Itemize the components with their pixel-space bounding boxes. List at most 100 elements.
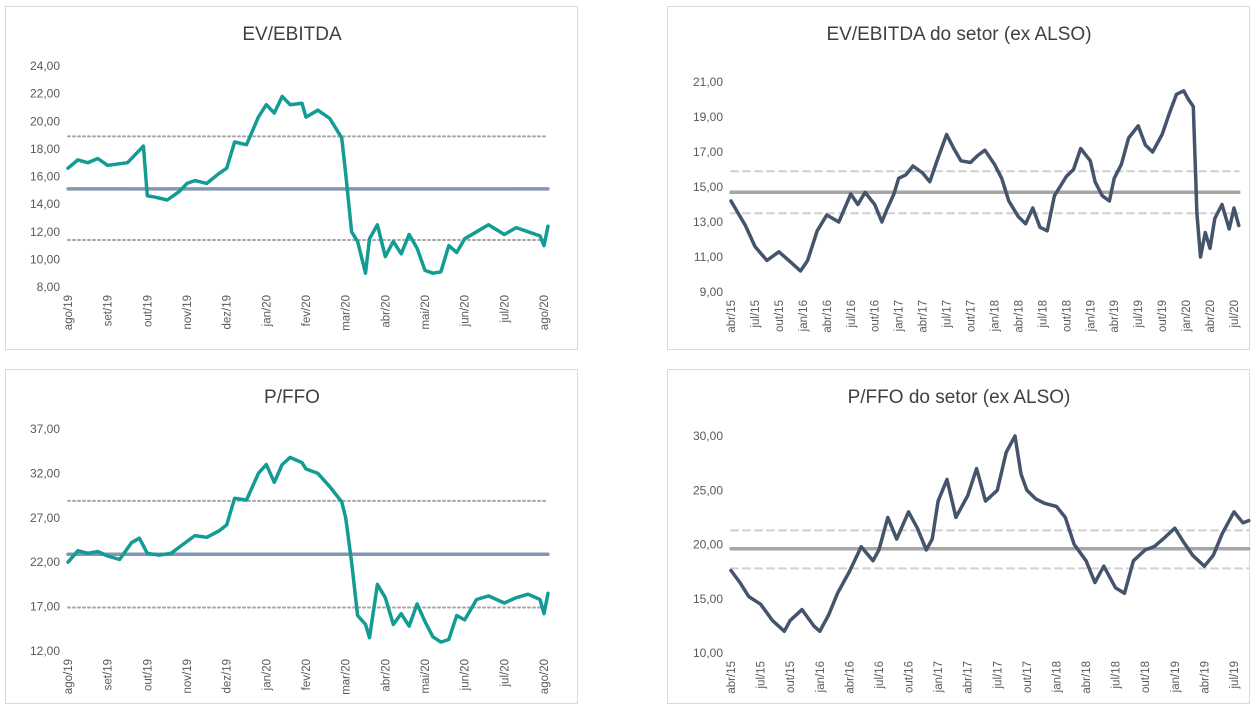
x-tick-label: jul/15 [756,661,768,690]
x-tick-label: out/17 [966,300,978,332]
x-tick-label: jul/16 [874,661,886,690]
x-tick-label: ago/19 [63,659,75,694]
x-tick-label: abr/17 [918,300,930,333]
chart-title: EV/EBITDA [242,24,342,45]
y-tick-label: 22,00 [30,87,60,101]
y-tick-label: 10,00 [30,252,60,266]
x-tick-label: jun/20 [460,659,472,691]
x-tick-label: jul/19 [1229,661,1241,690]
chart-panel-p-ffo: P/FFO 12,00 17,00 22,00 27,00 32,00 37,00 ago/… [5,369,578,704]
x-tick-label: jul/17 [992,661,1004,690]
y-tick-label: 17,00 [30,600,60,614]
x-tick-label: abr/15 [726,661,738,694]
x-tick-label: jul/17 [942,300,954,329]
y-tick-label: 14,00 [30,197,60,211]
y-tick-label: 11,00 [694,250,723,264]
x-tick-label: nov/19 [182,295,194,330]
main-series-line [66,455,550,644]
x-tick-label: mar/20 [341,295,353,331]
y-tick-label: 19,00 [693,110,723,124]
x-tick-label: abr/20 [1205,300,1217,333]
x-tick-label: abr/18 [1081,661,1093,694]
y-tick-label: 9,00 [700,285,724,299]
y-tick-label: 10,00 [693,646,723,660]
x-tick-label: out/19 [142,295,154,327]
x-tick-label: mai/20 [420,659,432,694]
x-tick-label: jan/20 [261,295,273,327]
x-tick-label: fev/20 [301,659,313,690]
x-tick-label: out/19 [1157,300,1169,332]
y-tick-label: 37,00 [30,422,60,436]
y-tick-label: 16,00 [30,170,60,184]
y-tick-label: 13,00 [693,215,723,229]
x-tick-label: out/18 [1061,300,1073,332]
main-series-line [729,434,1251,634]
y-tick-label: 30,00 [693,429,723,443]
x-tick-label: dez/19 [222,295,234,330]
x-tick-label: fev/20 [301,295,313,326]
ev-ebitda-chart: EV/EBITDA 8,00 10,00 12,00 14,00 16,00 18,00 2… [30,24,551,331]
x-tick-label: jul/20 [1229,300,1241,329]
chart-title: P/FFO do setor (ex ALSO) [848,387,1071,408]
ev-ebitda-setor-chart: EV/EBITDA do setor (ex ALSO) 9,00 11,00 13… [693,24,1241,333]
x-tick-label: out/16 [904,661,916,693]
main-series-line [66,94,550,275]
x-tick-label: abr/16 [822,300,834,333]
x-tick-label: abr/19 [1109,300,1121,333]
y-tick-label: 15,00 [693,592,723,606]
y-tick-label: 12,00 [30,225,60,239]
x-tick-label: out/15 [774,300,786,332]
x-tick-label: ago/19 [63,295,75,330]
y-tick-label: 20,00 [30,114,60,128]
y-tick-label: 27,00 [30,511,60,525]
x-tick-label: abr/20 [380,659,392,692]
x-tick-label: ago/20 [539,659,551,694]
x-tick-label: jan/18 [1051,661,1063,693]
x-tick-label: out/16 [870,300,882,332]
x-tick-label: dez/19 [222,659,234,694]
x-tick-label: jul/18 [1111,661,1123,690]
x-tick-label: jan/17 [894,300,906,332]
x-tick-label: abr/17 [963,661,975,694]
y-tick-label: 21,00 [693,75,723,89]
x-tick-label: set/19 [103,659,115,690]
main-series-line [729,89,1241,273]
x-tick-label: jan/20 [1181,300,1193,332]
x-tick-label: jul/16 [846,300,858,329]
x-tick-label: ago/20 [539,295,551,330]
chart-title: EV/EBITDA do setor (ex ALSO) [826,24,1091,45]
x-tick-label: jul/20 [499,295,511,324]
x-tick-label: jun/20 [460,295,472,327]
x-tick-label: jul/20 [499,659,511,688]
x-tick-label: mar/20 [341,659,353,695]
x-tick-label: jan/20 [261,659,273,691]
x-tick-label: nov/19 [182,659,194,694]
y-tick-label: 15,00 [693,180,723,194]
x-tick-label: abr/15 [726,300,738,333]
p-ffo-chart: P/FFO 12,00 17,00 22,00 27,00 32,00 37,00 ago/… [30,387,551,695]
y-tick-label: 17,00 [693,145,723,159]
x-tick-label: out/15 [785,661,797,693]
x-tick-label: jan/19 [1170,661,1182,693]
x-tick-label: jan/17 [933,661,945,693]
chart-title: P/FFO [264,387,320,408]
y-tick-label: 32,00 [30,466,60,480]
y-tick-label: 18,00 [30,142,60,156]
y-tick-label: 25,00 [693,483,723,497]
x-tick-label: jul/18 [1037,300,1049,329]
x-tick-label: out/17 [1022,661,1034,693]
x-tick-label: jan/16 [798,300,810,332]
chart-panel-ev-ebitda: EV/EBITDA 8,00 10,00 12,00 14,00 16,00 18,00 2… [5,6,578,350]
p-ffo-setor-chart: P/FFO do setor (ex ALSO) 10,00 15,00 20,00… [693,387,1251,694]
x-tick-label: abr/18 [1013,300,1025,333]
x-tick-label: out/19 [142,659,154,691]
y-tick-label: 8,00 [37,280,61,294]
x-tick-label: abr/20 [380,295,392,328]
chart-panel-p-ffo-setor: P/FFO do setor (ex ALSO) 10,00 15,00 20,00… [667,369,1251,704]
y-tick-label: 20,00 [693,538,723,552]
y-tick-label: 12,00 [30,644,60,658]
x-tick-label: jan/19 [1085,300,1097,332]
x-tick-label: mai/20 [420,295,432,330]
x-tick-label: set/19 [103,295,115,326]
x-tick-label: abr/16 [844,661,856,694]
